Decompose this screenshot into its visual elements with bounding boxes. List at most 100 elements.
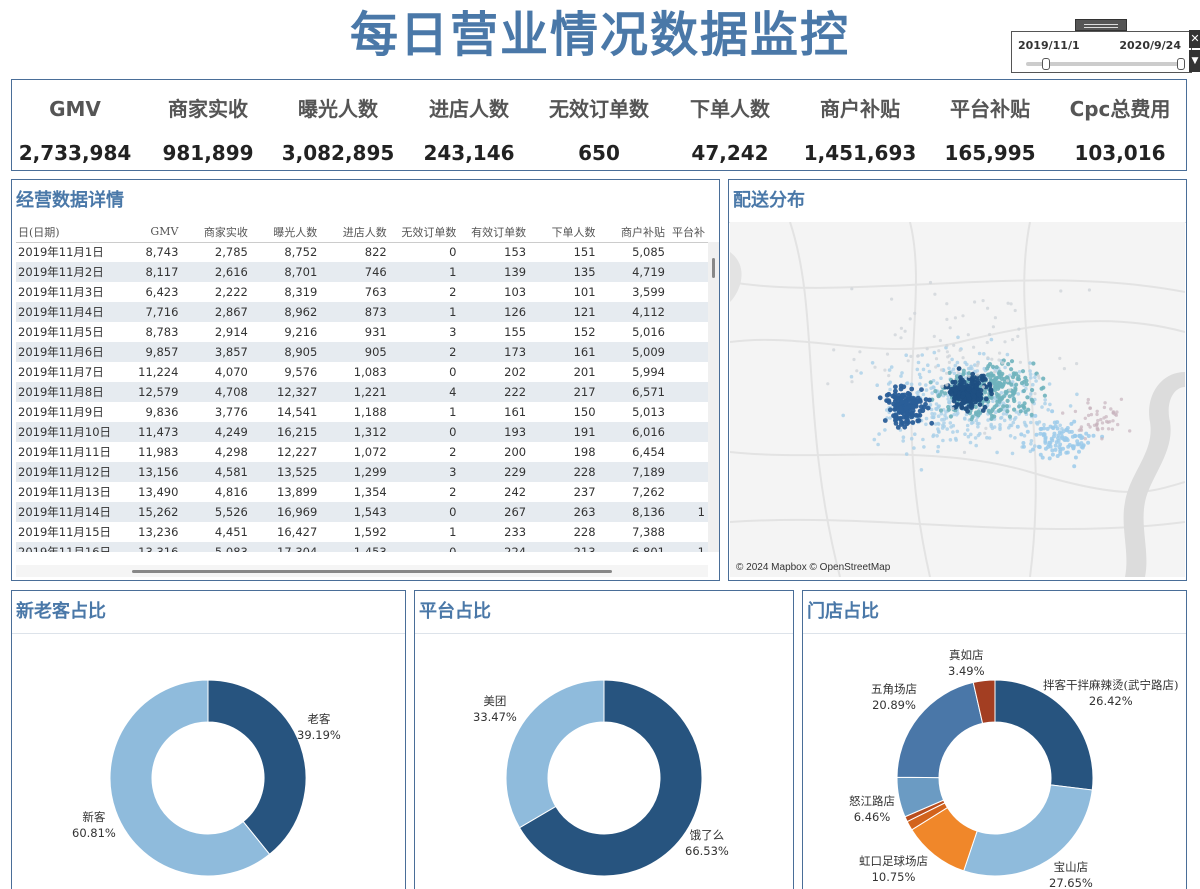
vertical-scrollbar[interactable] xyxy=(708,242,719,552)
donut-chart[interactable] xyxy=(12,591,406,889)
column-header[interactable]: 商户补贴 xyxy=(598,222,668,243)
table-cell: 155 xyxy=(504,325,527,339)
table-row[interactable]: 2019年11月12日 13,156 4,581 13,525 1,299 3 229 228… xyxy=(16,462,708,482)
table-row[interactable]: 2019年11月4日 7,716 2,867 8,962 873 1 126 121 4,112 xyxy=(16,302,708,322)
table-cell: 9,836 xyxy=(145,405,179,419)
table-cell: 7,716 xyxy=(115,302,182,322)
table-cell: 6,423 xyxy=(145,285,179,299)
detail-table[interactable]: 日(日期) GMV 商家实收 曝光人数 进店人数 无效订单数 有效订单数 下单人数 商户补贴 平台… xyxy=(16,222,708,552)
table-row[interactable]: 2019年11月14日 15,262 5,526 16,969 1,543 0 267 263… xyxy=(16,502,708,522)
table-row[interactable]: 2019年11月8日 12,579 4,708 12,327 1,221 4 222 217 6… xyxy=(16,382,708,402)
table-row[interactable]: 2019年11月3日 6,423 2,222 8,319 763 2 103 101 3,599 xyxy=(16,282,708,302)
table-cell: 16,215 xyxy=(250,422,321,442)
table-cell: 16,969 xyxy=(250,502,321,522)
table-row[interactable]: 2019年11月16日 13,316 5,083 17,304 1,453 0 224 213… xyxy=(16,542,708,552)
donut-slice[interactable] xyxy=(518,679,703,877)
table-cell xyxy=(668,422,708,442)
table-row[interactable]: 2019年11月9日 9,836 3,776 14,541 1,188 1 161 150 5,… xyxy=(16,402,708,422)
table-cell: 267 xyxy=(459,502,530,522)
table-cell: 3 xyxy=(389,462,460,482)
kpi-tile: 商户补贴 1,451,693 xyxy=(795,80,925,166)
table-cell xyxy=(668,282,708,302)
column-header[interactable]: 有效订单数 xyxy=(459,222,530,243)
table-row[interactable]: 2019年11月1日 8,743 2,785 8,752 822 0 153 151 5,085 xyxy=(16,242,708,262)
table-row[interactable]: 2019年11月2日 8,117 2,616 8,701 746 1 139 135 4,719 xyxy=(16,262,708,282)
donut-slice[interactable] xyxy=(972,679,996,724)
horizontal-scrollbar[interactable] xyxy=(16,565,708,577)
table-cell: 1,188 xyxy=(353,405,387,419)
kpi-tile: 进店人数 243,146 xyxy=(404,80,534,166)
column-header[interactable]: 商家实收 xyxy=(181,222,251,243)
date-range-filter[interactable]: 2019/11/1 2020/9/24 ✕ ▼ xyxy=(1011,19,1200,73)
chevron-down-icon[interactable]: ▼ xyxy=(1189,50,1200,72)
column-header[interactable]: 平台补 xyxy=(668,222,708,243)
donut-slice[interactable] xyxy=(207,679,307,855)
column-header[interactable]: 无效订单数 xyxy=(389,222,460,243)
table-cell: 1 xyxy=(449,405,457,419)
table-cell: 1 xyxy=(389,262,460,282)
table-cell: 5,994 xyxy=(632,365,665,379)
table-cell: 1,312 xyxy=(320,422,390,442)
table-cell: 9,576 xyxy=(284,365,318,379)
drag-grip[interactable] xyxy=(1075,19,1127,31)
table-cell xyxy=(668,482,708,502)
table-cell: 4,112 xyxy=(598,302,668,322)
table-row[interactable]: 2019年11月13日 13,490 4,816 13,899 1,354 2 242 237… xyxy=(16,482,708,502)
column-header[interactable]: 日(日期) xyxy=(16,222,116,243)
table-cell: 1,543 xyxy=(320,502,390,522)
donut-slice[interactable] xyxy=(963,784,1093,877)
store-ratio-panel: 门店占比 拌客干拌麻辣烫(武宁路店) 26.42% 宝山店 27.65% 虹口足球场… xyxy=(802,590,1187,889)
kpi-value: 103,016 xyxy=(1074,141,1166,165)
slider-start-handle[interactable] xyxy=(1042,58,1050,70)
table-cell xyxy=(668,262,708,282)
column-header[interactable]: 下单人数 xyxy=(529,222,599,243)
kpi-label: 商家实收 xyxy=(168,97,248,121)
table-cell: 4,451 xyxy=(214,525,248,539)
donut-slice[interactable] xyxy=(109,679,271,877)
table-cell: 2019年11月10日 xyxy=(16,422,116,442)
table-cell xyxy=(668,342,708,362)
panel-title: 配送分布 xyxy=(733,190,805,211)
table-cell: 4,719 xyxy=(598,262,668,282)
map-canvas[interactable] xyxy=(730,222,1185,577)
table-row[interactable]: 2019年11月10日 11,473 4,249 16,215 1,312 0 193 191… xyxy=(16,422,708,442)
table-cell: 198 xyxy=(573,445,596,459)
table-row[interactable]: 2019年11月15日 13,236 4,451 16,427 1,592 1 233 228… xyxy=(16,522,708,542)
table-cell: 121 xyxy=(529,302,599,322)
table-cell: 5,526 xyxy=(181,502,251,522)
table-cell: 1,354 xyxy=(353,485,387,499)
column-header[interactable]: 曝光人数 xyxy=(250,222,321,243)
close-icon[interactable]: ✕ xyxy=(1189,30,1200,48)
date-slider-track[interactable] xyxy=(1026,58,1185,70)
donut-slice[interactable] xyxy=(994,679,1094,791)
panel-title: 平台占比 xyxy=(419,601,491,622)
table-cell: 2,785 xyxy=(214,245,248,260)
slice-label: 新客 60.81% xyxy=(72,810,116,840)
table-cell xyxy=(668,382,708,402)
slider-end-handle[interactable] xyxy=(1177,58,1185,70)
kpi-value: 2,733,984 xyxy=(18,141,132,165)
donut-chart[interactable] xyxy=(415,591,794,889)
table-cell: 2019年11月15日 xyxy=(18,525,112,539)
kpi-label: 平台补贴 xyxy=(950,97,1030,121)
column-header[interactable]: 进店人数 xyxy=(320,222,390,243)
table-row[interactable]: 2019年11月5日 8,783 2,914 9,216 931 3 155 152 5,016 xyxy=(16,322,708,342)
table-cell: 200 xyxy=(504,445,527,459)
table-cell: 7,388 xyxy=(632,525,665,539)
column-header[interactable]: GMV xyxy=(115,222,182,243)
delivery-map[interactable]: © 2024 Mapbox © OpenStreetMap xyxy=(730,222,1185,577)
table-cell: 126 xyxy=(459,302,530,322)
donut-slice[interactable] xyxy=(505,679,605,829)
kpi-value: 650 xyxy=(578,141,620,165)
table-row[interactable]: 2019年11月7日 11,224 4,070 9,576 1,083 0 202 201 5,… xyxy=(16,362,708,382)
table-cell: 4 xyxy=(389,382,460,402)
donut-chart[interactable] xyxy=(803,591,1187,889)
table-cell: 13,156 xyxy=(115,462,182,482)
table-cell: 2 xyxy=(389,342,460,362)
table-row[interactable]: 2019年11月6日 9,857 3,857 8,905 905 2 173 161 5,009 xyxy=(16,342,708,362)
table-cell: 161 xyxy=(504,405,527,419)
table-cell: 2019年11月8日 xyxy=(16,382,116,402)
table-cell: 1,083 xyxy=(353,365,387,379)
table-row[interactable]: 2019年11月11日 11,983 4,298 12,227 1,072 2 200 198… xyxy=(16,442,708,462)
kpi-tile: 商家实收 981,899 xyxy=(143,80,273,166)
